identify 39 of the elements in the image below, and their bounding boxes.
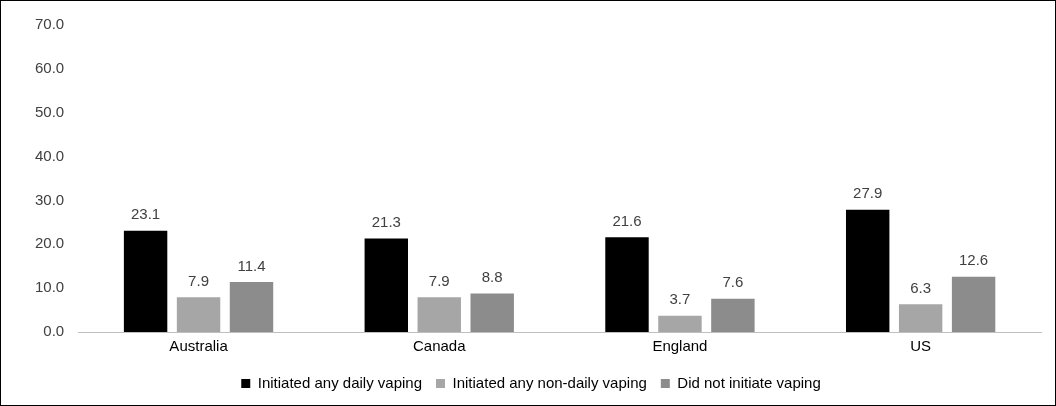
legend-label: Initiated any daily vaping xyxy=(257,373,423,391)
bar xyxy=(123,230,168,332)
y-tick-label: 60.0 xyxy=(34,59,65,76)
bar xyxy=(229,282,274,332)
data-label: 8.8 xyxy=(481,268,503,286)
x-tick-label: US xyxy=(910,337,932,355)
data-label: 23.1 xyxy=(130,205,161,223)
legend-label: Initiated any non-daily vaping xyxy=(452,373,647,391)
data-label: 11.4 xyxy=(237,256,266,274)
y-tick-label: 20.0 xyxy=(34,234,65,252)
bar xyxy=(898,304,943,332)
bar xyxy=(845,209,890,332)
legend-label: Did not initiate vaping xyxy=(677,373,821,391)
x-tick-label: Australia xyxy=(169,337,229,355)
bar xyxy=(951,276,996,332)
data-label: 12.6 xyxy=(959,251,989,269)
bar xyxy=(658,315,702,332)
y-tick-label: 40.0 xyxy=(34,146,65,164)
data-label: 3.7 xyxy=(669,290,691,308)
y-tick-label: 70.0 xyxy=(34,15,65,33)
x-tick-label: Canada xyxy=(412,337,467,355)
bar xyxy=(711,298,755,332)
x-tick-label: England xyxy=(652,337,708,355)
bar xyxy=(176,297,221,332)
y-tick-label: 10.0 xyxy=(34,278,65,296)
y-tick-label: 30.0 xyxy=(34,190,65,208)
bar xyxy=(417,297,461,332)
bar xyxy=(364,238,408,332)
y-tick-label: 0.0 xyxy=(43,322,65,340)
data-label: 7.9 xyxy=(428,271,450,289)
data-label: 7.9 xyxy=(188,271,209,289)
data-label: 21.6 xyxy=(612,211,642,229)
data-label: 21.3 xyxy=(371,213,401,231)
bar xyxy=(470,293,514,332)
data-label: 6.3 xyxy=(910,279,932,297)
data-label: 7.6 xyxy=(722,273,744,291)
data-label: 27.9 xyxy=(853,184,883,202)
y-tick-label: 50.0 xyxy=(34,102,65,120)
bar xyxy=(605,237,649,332)
